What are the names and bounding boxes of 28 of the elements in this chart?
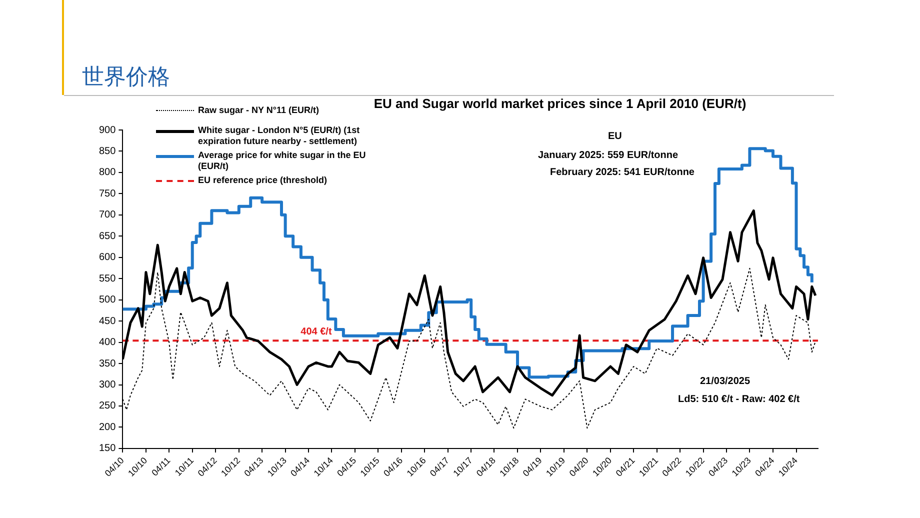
annotation: February 2025: 541 EUR/tonne xyxy=(550,167,694,178)
chart-title: 世界价格 xyxy=(82,64,170,92)
y-tick-label: 750 xyxy=(98,188,116,200)
y-tick-label: 800 xyxy=(98,167,116,178)
y-tick-label: 500 xyxy=(98,294,116,306)
y-tick-label: 650 xyxy=(98,230,116,242)
y-tick-label: 150 xyxy=(98,443,116,454)
y-tick-label: 450 xyxy=(98,316,116,327)
y-tick-label: 300 xyxy=(98,380,116,390)
legend-label: EU reference price (threshold) xyxy=(198,175,328,186)
annotation: EU xyxy=(608,131,622,142)
legend-label: White sugar - London N°5 (EUR/t) (1st expiration future nearby - settlement) xyxy=(198,125,361,147)
y-tick-label: 200 xyxy=(98,422,116,433)
y-tick-label: 350 xyxy=(98,358,116,370)
annotation: Ld5: 510 €/t - Raw: 402 €/t xyxy=(678,394,800,405)
y-tick-label: 250 xyxy=(98,400,116,412)
annotation: 21/03/2025 xyxy=(700,376,750,387)
legend-label: Raw sugar - NY N°11 (EUR/t) xyxy=(198,105,319,116)
y-tick-label: 850 xyxy=(98,146,116,157)
y-tick-label: 600 xyxy=(98,252,116,264)
y-tick-label: 550 xyxy=(98,273,116,284)
legend-label: Average price for white sugar in the EU (EUR/t) xyxy=(198,150,367,172)
chart-subtitle: EU and Sugar world market prices since 1 April 2010 (EUR/t) xyxy=(374,96,746,111)
y-tick-label: 400 xyxy=(98,337,116,348)
y-tick-label: 700 xyxy=(98,210,116,221)
annotation: 404 €/t xyxy=(300,326,332,338)
y-tick-label: 900 xyxy=(98,124,116,136)
annotation: January 2025: 559 EUR/tonne xyxy=(538,150,678,161)
